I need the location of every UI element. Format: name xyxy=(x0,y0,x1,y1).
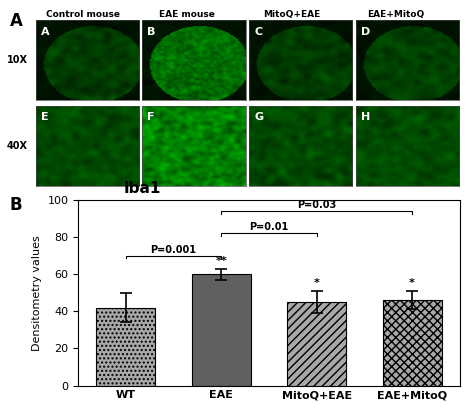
Text: *: * xyxy=(409,278,415,288)
Text: A: A xyxy=(41,27,49,37)
Text: P=0.001: P=0.001 xyxy=(151,245,197,255)
Text: E: E xyxy=(41,113,48,122)
Text: EAE mouse: EAE mouse xyxy=(159,10,215,19)
Text: *: * xyxy=(314,278,319,288)
Text: MitoQ+EAE: MitoQ+EAE xyxy=(263,10,320,19)
Text: G: G xyxy=(254,113,263,122)
Text: 10X: 10X xyxy=(7,55,28,65)
Text: Iba1: Iba1 xyxy=(124,181,161,196)
Text: B: B xyxy=(9,196,22,214)
Text: **: ** xyxy=(215,256,227,266)
Text: A: A xyxy=(9,12,22,30)
Text: H: H xyxy=(361,113,370,122)
Text: 40X: 40X xyxy=(7,141,28,151)
Text: F: F xyxy=(147,113,155,122)
Text: P=0.03: P=0.03 xyxy=(297,200,337,210)
Bar xyxy=(383,300,442,386)
Text: B: B xyxy=(147,27,156,37)
Bar xyxy=(191,274,251,386)
Y-axis label: Densitometry values: Densitometry values xyxy=(32,235,42,350)
Text: P=0.01: P=0.01 xyxy=(249,222,289,233)
Bar xyxy=(96,308,155,386)
Text: C: C xyxy=(254,27,262,37)
Text: D: D xyxy=(361,27,370,37)
Text: EAE+MitoQ: EAE+MitoQ xyxy=(367,10,424,19)
Bar xyxy=(287,302,346,386)
Text: Control mouse: Control mouse xyxy=(46,10,120,19)
